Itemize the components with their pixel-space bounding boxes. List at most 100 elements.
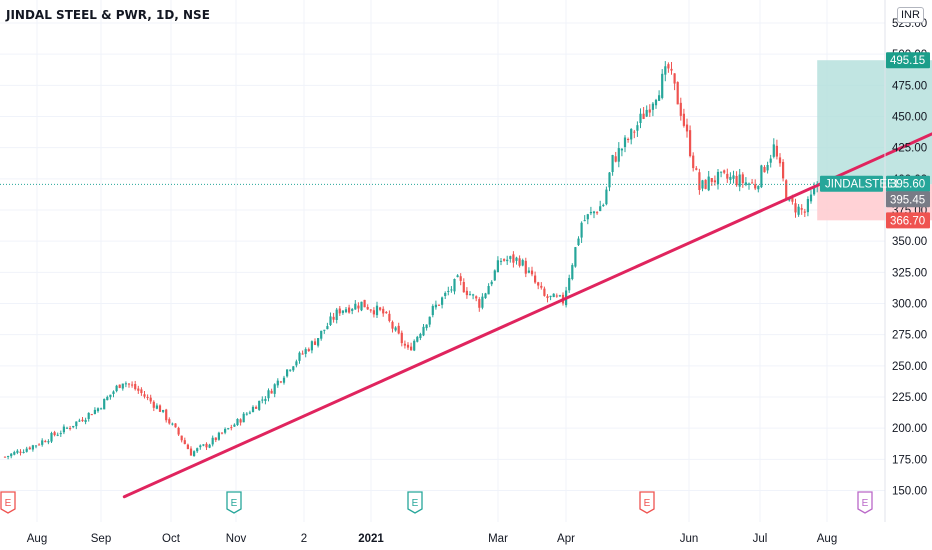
earnings-marker[interactable]: E (857, 491, 873, 514)
candle-body (472, 294, 475, 296)
candle-body (264, 398, 267, 401)
candle-body (558, 295, 561, 297)
candle-body (698, 172, 701, 191)
candle-body (639, 113, 642, 124)
candle-body (710, 178, 713, 182)
candle-body (645, 109, 648, 117)
support-trendline[interactable] (122, 132, 932, 499)
time-axis[interactable]: Aug Sep Oct Nov 2 2021 Mar Apr Jun Jul Aug (27, 533, 837, 545)
time-tick-label: Mar (488, 533, 508, 545)
candle-body (685, 124, 689, 132)
candle-body (682, 113, 685, 126)
candle-body (735, 175, 738, 186)
candle-body (679, 102, 682, 116)
candle-body (475, 296, 478, 299)
candle-body (754, 184, 757, 189)
candle-body (416, 336, 419, 342)
candle-body (329, 316, 332, 326)
earnings-marker[interactable]: E (639, 491, 655, 514)
candle-body (220, 432, 224, 434)
trendline[interactable] (122, 132, 932, 499)
candle-body (608, 172, 611, 188)
candle-body (335, 309, 338, 320)
candle-body (633, 131, 636, 133)
time-tick-label: 2 (301, 533, 307, 545)
candle-body (282, 377, 286, 383)
candle-body (775, 145, 778, 157)
time-tick-label: 2021 (358, 533, 384, 545)
earnings-badge-label: E (5, 498, 12, 509)
candle-body (118, 384, 121, 388)
price-tick-label: 225.00 (892, 392, 927, 404)
earnings-badge-label: E (412, 498, 419, 509)
candle-body (10, 453, 13, 457)
candle-body (279, 381, 282, 383)
candle-body (809, 194, 813, 202)
candle-body (605, 189, 608, 205)
candle-body (127, 383, 131, 385)
candle-body (589, 211, 592, 214)
candle-body (741, 174, 744, 183)
candle-body (658, 95, 661, 101)
earnings-badge-shape (639, 491, 655, 514)
time-tick-label: Oct (162, 533, 181, 545)
candle-body (720, 171, 723, 173)
candle-body (772, 144, 775, 157)
candle-body (96, 408, 100, 412)
candle-body (692, 155, 695, 169)
candle-body (174, 423, 177, 428)
price-tick-label: 300.00 (892, 299, 927, 311)
chart-grid (0, 0, 885, 522)
candle-body (31, 445, 34, 450)
earnings-marker[interactable]: E (226, 491, 242, 514)
candle-body (425, 324, 428, 329)
candle-body (276, 380, 279, 386)
candle-body (530, 270, 534, 275)
candle-body (506, 259, 509, 262)
candle-body (422, 326, 425, 336)
target-price-tag-bg (886, 52, 930, 69)
candle-body (673, 73, 676, 84)
candle-body (87, 412, 90, 419)
candle-body (571, 265, 574, 280)
candle-body (577, 238, 580, 246)
candle-body (769, 158, 772, 163)
candle-body (65, 427, 69, 429)
candle-body (751, 182, 754, 184)
symbol-tag-bg (820, 175, 883, 192)
candle-body (453, 278, 456, 292)
candle-body (313, 341, 317, 345)
currency-label[interactable]: INR (897, 7, 924, 23)
candle-body (481, 296, 484, 308)
candle-body (25, 448, 28, 452)
candle-body (456, 275, 459, 278)
candle-body (732, 175, 735, 179)
earnings-badge-shape (0, 491, 16, 514)
stop-price-tag-text: 366.70 (890, 215, 925, 227)
earnings-marker[interactable]: E (407, 491, 423, 514)
candle-body (689, 130, 692, 157)
candle-body (202, 444, 205, 446)
candle-body (518, 258, 521, 266)
candle-body (627, 138, 630, 141)
candle-body (738, 174, 741, 187)
candle-body (143, 394, 146, 397)
candle-body (729, 176, 732, 180)
candle-body (503, 259, 506, 261)
candle-body (165, 409, 168, 421)
candle-body (428, 316, 431, 325)
last-price-tag-bg (886, 175, 930, 192)
candle-body (747, 183, 751, 185)
candle-body (158, 405, 162, 412)
candle-body (180, 435, 183, 441)
candle-body (484, 293, 487, 299)
candle-body (599, 206, 602, 212)
candle-body (726, 173, 729, 179)
candle-body (375, 305, 379, 316)
candle-body (112, 391, 115, 395)
candle-body (100, 408, 103, 410)
candle-body (388, 313, 391, 321)
earnings-marker[interactable]: E (0, 491, 16, 514)
candle-body (636, 125, 639, 131)
